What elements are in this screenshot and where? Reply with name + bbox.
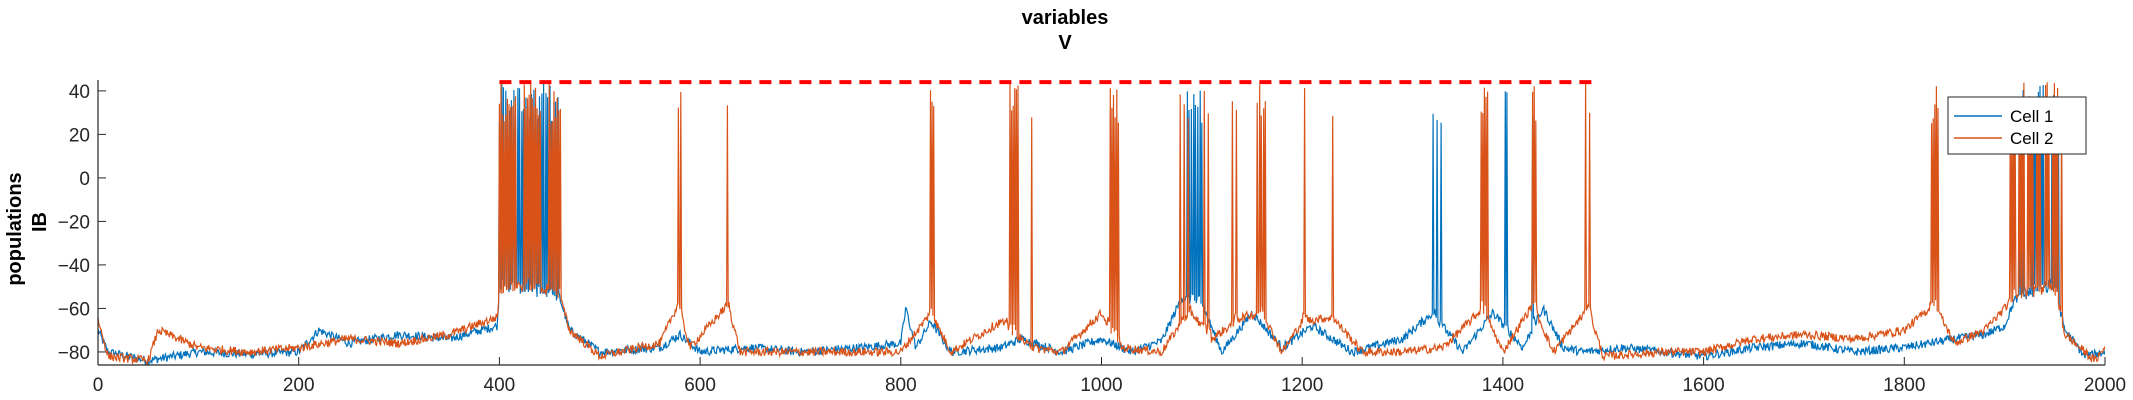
y-axis-label: populations IB <box>4 172 51 285</box>
y-axis-label-line-1: populations <box>4 172 26 285</box>
y-tick-label: −20 <box>58 212 90 233</box>
y-tick-label: −40 <box>58 256 90 277</box>
legend-label-cell-2: Cell 2 <box>2010 129 2053 148</box>
chart-title-line-1: variables <box>1022 7 1109 29</box>
x-tick-label: 1000 <box>1080 375 1122 396</box>
series-line-cell-1 <box>98 83 2105 365</box>
y-axis-label-line-2: IB <box>29 212 51 232</box>
series-line-cell-2 <box>98 82 2105 365</box>
x-tick-label: 600 <box>684 375 716 396</box>
x-tick-label: 800 <box>885 375 917 396</box>
y-tick-label: −60 <box>58 299 90 320</box>
x-tick-label: 1400 <box>1482 375 1524 396</box>
y-tick-label: 0 <box>79 169 90 190</box>
legend-box <box>1947 96 2087 155</box>
chart-title-line-2: V <box>1058 32 1072 54</box>
x-tick-label: 1600 <box>1682 375 1724 396</box>
x-tick-label: 1200 <box>1281 375 1323 396</box>
x-tick-label: 400 <box>484 375 516 396</box>
x-tick-label: 200 <box>283 375 315 396</box>
y-tick-label: −80 <box>58 343 90 364</box>
y-tick-label: 40 <box>69 82 90 103</box>
x-tick-label: 2000 <box>2084 375 2126 396</box>
y-tick-label: 20 <box>69 125 90 146</box>
x-tick-label: 0 <box>93 375 104 396</box>
legend-label-cell-1: Cell 1 <box>2010 107 2053 126</box>
legend: Cell 1 Cell 2 <box>1947 96 2087 155</box>
axes: 0 200 400 600 800 1000 1200 1400 1600 1800 2000−80… <box>58 80 2126 396</box>
x-tick-label: 1800 <box>1883 375 1925 396</box>
plot-area <box>98 80 2105 365</box>
